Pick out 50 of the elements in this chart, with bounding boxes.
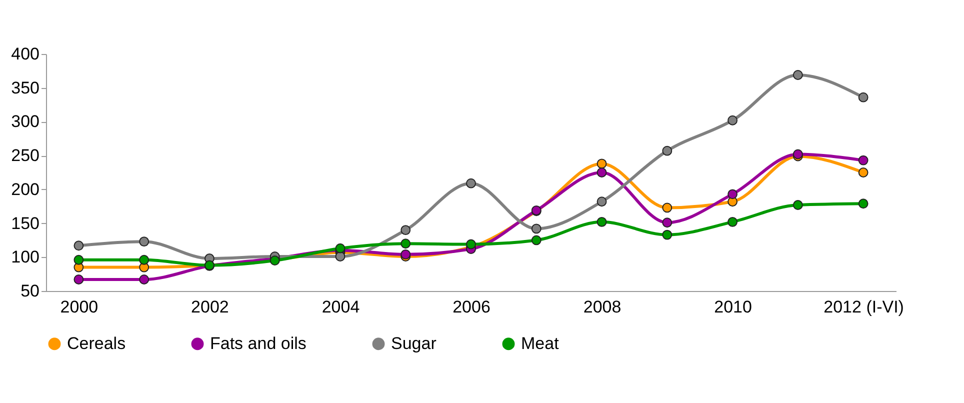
- point: [728, 189, 738, 200]
- x-tick-label: 2000: [60, 298, 98, 316]
- point: [662, 146, 672, 156]
- point: [662, 202, 672, 213]
- point: [662, 218, 672, 228]
- y-tick-label: 350: [11, 78, 40, 98]
- legend-label: Fats and oils: [210, 334, 306, 353]
- point: [596, 216, 607, 227]
- point: [728, 216, 738, 227]
- legend-label: Meat: [521, 334, 560, 353]
- x-tick-label: 2004: [322, 298, 360, 316]
- point: [400, 249, 411, 260]
- point: [466, 239, 476, 250]
- point: [531, 235, 542, 246]
- y-tick-label: 300: [11, 112, 40, 132]
- point: [858, 198, 868, 209]
- point: [792, 70, 803, 80]
- point: [662, 230, 672, 240]
- legend-label: Cereals: [67, 334, 126, 353]
- y-tick-label: 250: [11, 146, 40, 166]
- point: [139, 274, 150, 284]
- point: [858, 92, 868, 102]
- y-tick-label: 400: [11, 44, 40, 64]
- point: [400, 225, 411, 236]
- point: [596, 158, 607, 169]
- x-tick-label: 2002: [191, 298, 229, 316]
- point: [596, 196, 607, 207]
- point: [466, 178, 476, 188]
- point: [728, 115, 738, 126]
- x-tick-label: 2010: [714, 298, 752, 316]
- point: [858, 168, 868, 178]
- x-tick-label: 2008: [583, 298, 622, 316]
- y-tick-label: 150: [11, 214, 40, 233]
- legend-label: Sugar: [391, 334, 437, 353]
- point: [139, 254, 150, 265]
- point: [74, 240, 84, 251]
- point: [335, 252, 346, 262]
- point: [531, 224, 542, 234]
- y-tick-label: 100: [11, 248, 40, 267]
- point: [596, 168, 607, 178]
- x-tick-label: 2012 (I-VI): [824, 298, 904, 316]
- point: [400, 238, 411, 249]
- y-tick-label: 200: [11, 180, 40, 199]
- point: [858, 155, 868, 166]
- x-tick-label: 2006: [452, 298, 490, 316]
- point: [139, 236, 150, 247]
- point: [792, 200, 803, 210]
- y-tick-label: 50: [20, 282, 40, 300]
- point: [74, 254, 84, 265]
- point: [74, 274, 84, 284]
